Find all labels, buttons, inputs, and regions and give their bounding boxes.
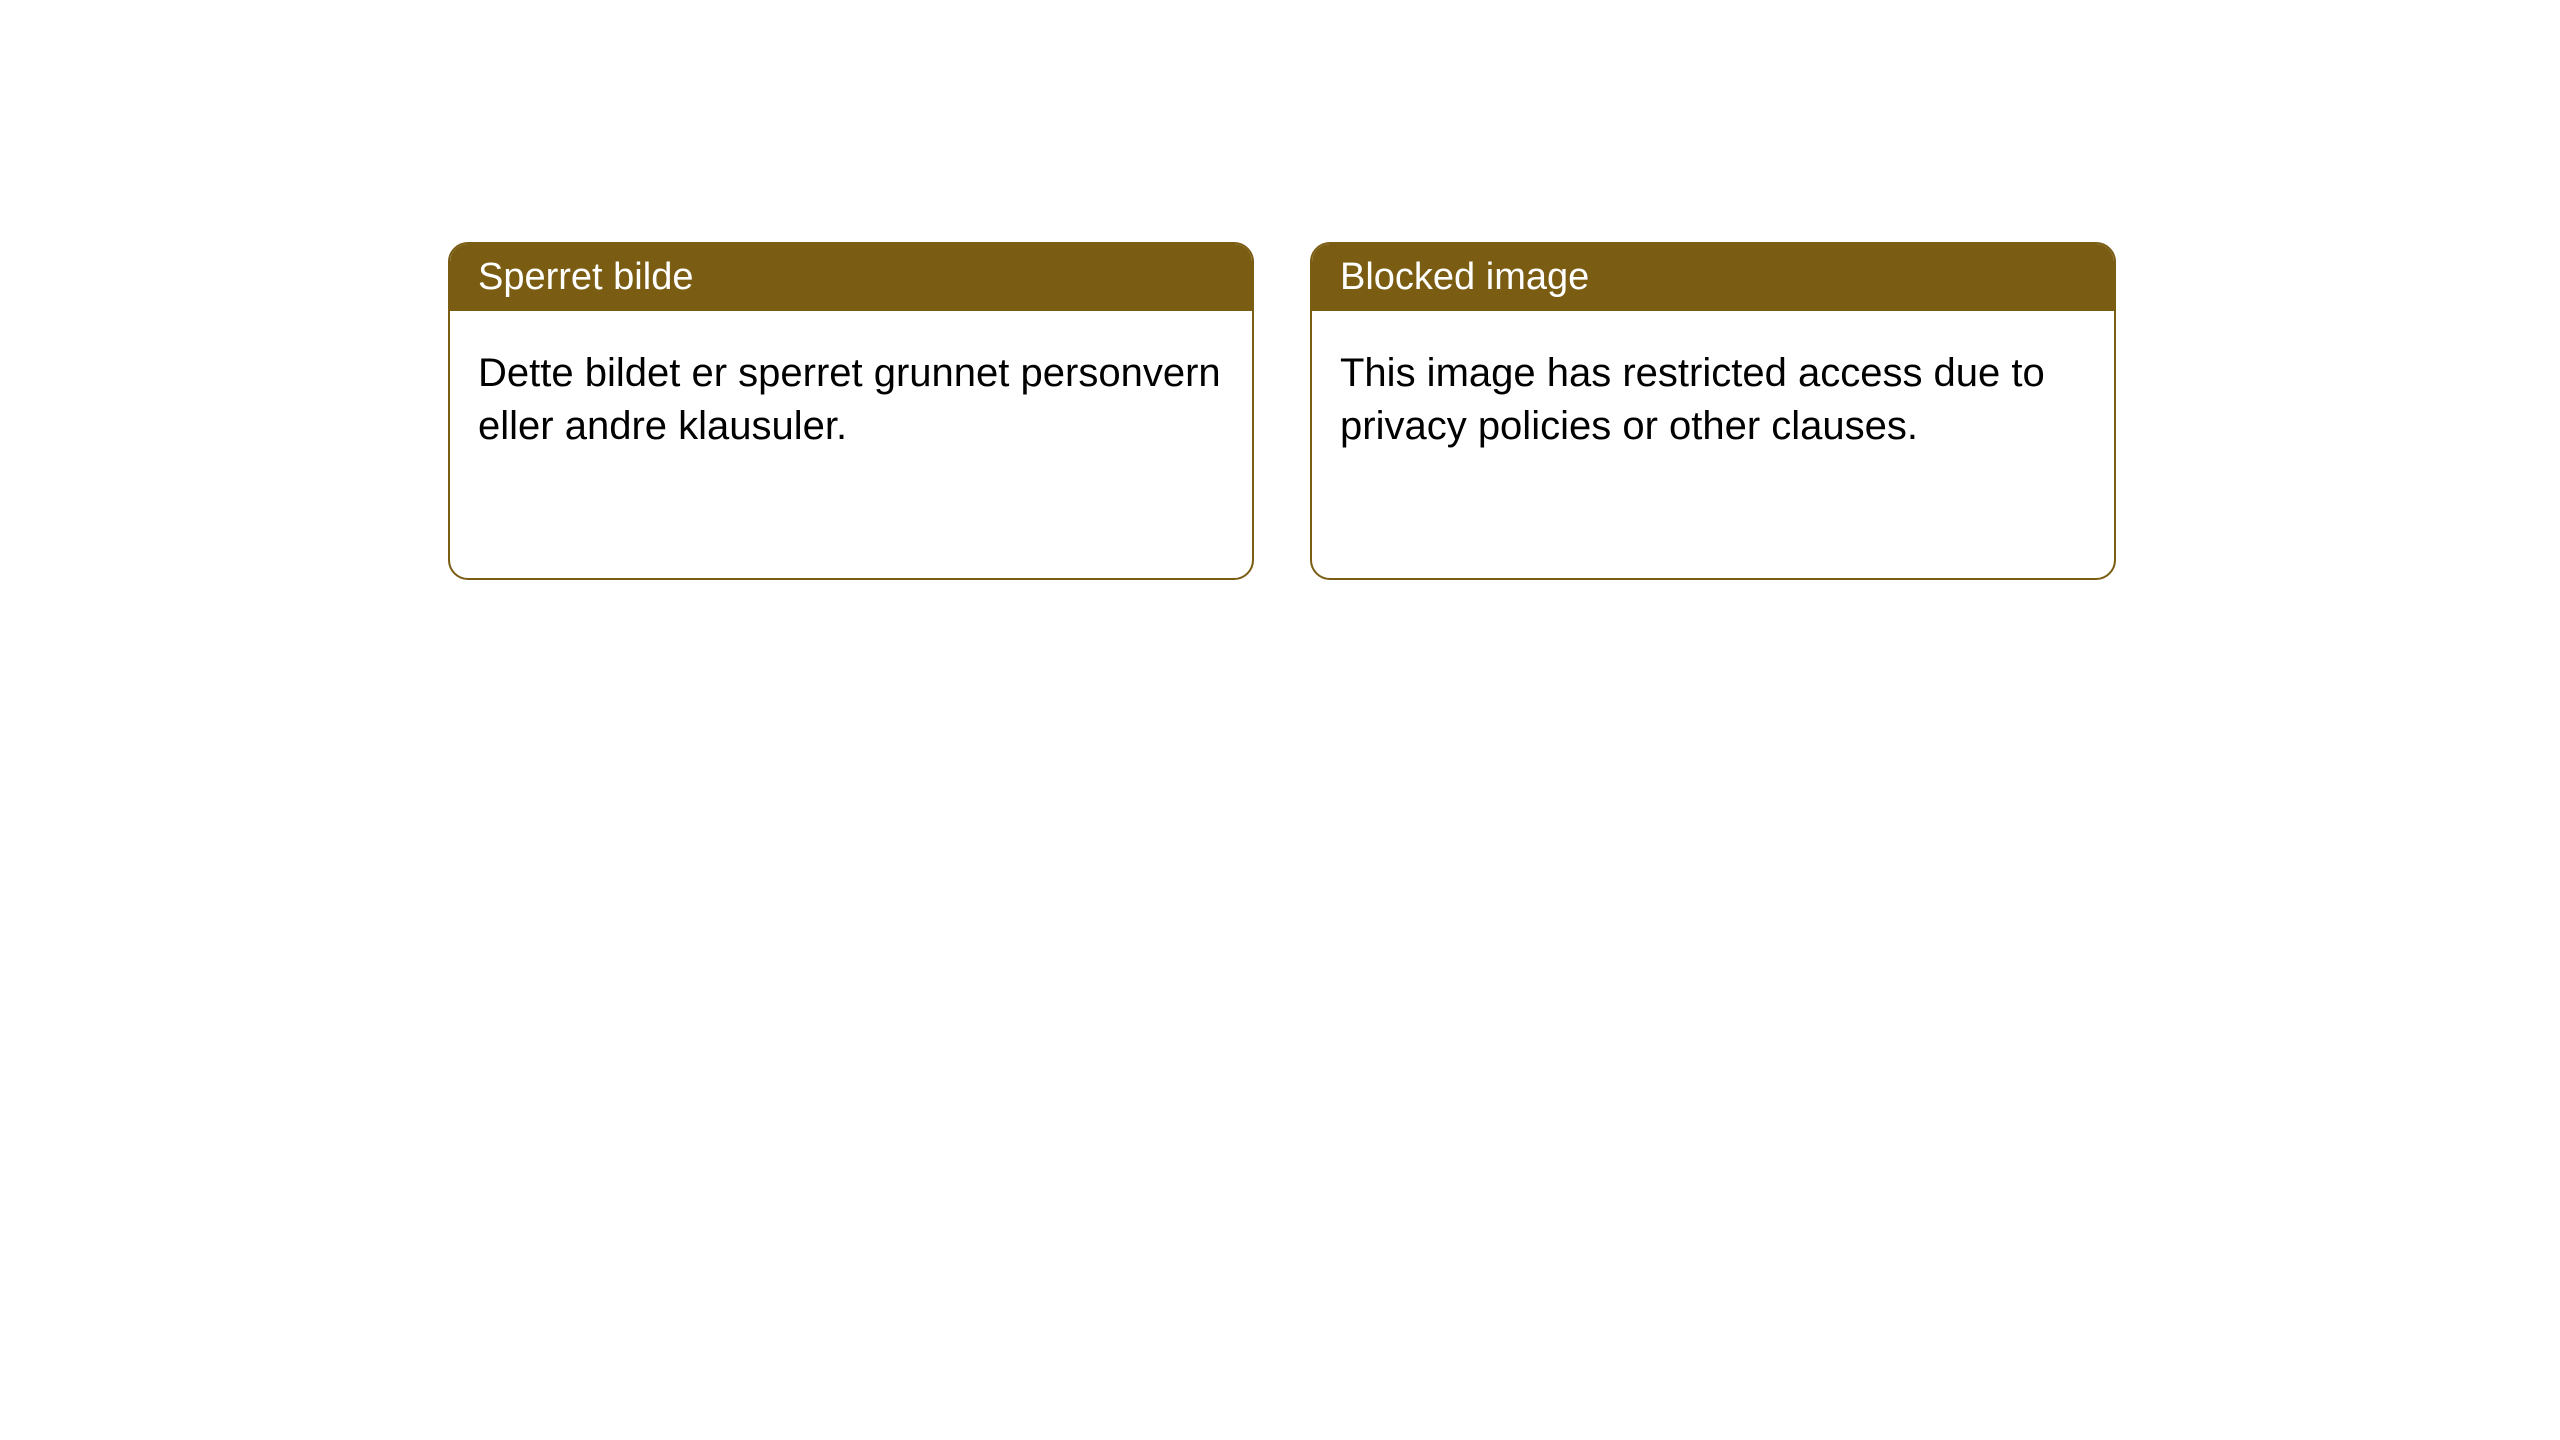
notice-body: This image has restricted access due to … — [1312, 311, 2114, 489]
notice-container: Sperret bilde Dette bildet er sperret gr… — [0, 0, 2560, 580]
notice-card-english: Blocked image This image has restricted … — [1310, 242, 2116, 580]
notice-header: Sperret bilde — [450, 244, 1252, 311]
notice-card-norwegian: Sperret bilde Dette bildet er sperret gr… — [448, 242, 1254, 580]
notice-body: Dette bildet er sperret grunnet personve… — [450, 311, 1252, 489]
notice-header: Blocked image — [1312, 244, 2114, 311]
